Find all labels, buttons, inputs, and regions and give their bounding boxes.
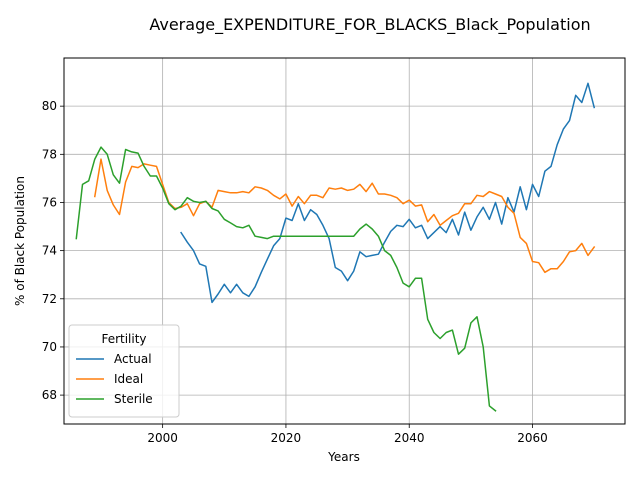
y-axis-ticks: 68 70 72 74 76 78 80 <box>42 99 64 402</box>
x-tick-label: 2040 <box>394 431 425 445</box>
y-tick-label: 78 <box>42 147 57 161</box>
legend-label-ideal: Ideal <box>114 372 143 386</box>
x-tick-label: 2060 <box>517 431 548 445</box>
series-lines <box>75 82 596 412</box>
legend-title: Fertility <box>101 332 146 346</box>
chart-title: Average_EXPENDITURE_FOR_BLACKS_Black_Pop… <box>149 15 590 35</box>
x-axis-ticks: 2000 2020 2040 2060 <box>147 424 548 445</box>
y-axis-label: % of Black Population <box>13 176 27 306</box>
y-tick-label: 74 <box>42 244 57 258</box>
plot-area-frame <box>63 57 626 425</box>
x-tick-label: 2000 <box>147 431 178 445</box>
series-line-actual <box>180 82 596 304</box>
legend-label-actual: Actual <box>114 352 152 366</box>
y-tick-label: 70 <box>42 340 57 354</box>
legend-box <box>68 324 180 418</box>
series-line-sterile <box>75 146 497 412</box>
x-axis-label: Years <box>327 450 360 464</box>
legend-label-sterile: Sterile <box>114 392 153 406</box>
grid-lines <box>64 58 625 424</box>
y-tick-label: 68 <box>42 388 57 402</box>
y-tick-label: 72 <box>42 292 57 306</box>
y-tick-label: 80 <box>42 99 57 113</box>
y-tick-label: 76 <box>42 195 57 209</box>
legend: Fertility Actual Ideal Sterile <box>68 324 180 418</box>
x-tick-label: 2020 <box>271 431 302 445</box>
